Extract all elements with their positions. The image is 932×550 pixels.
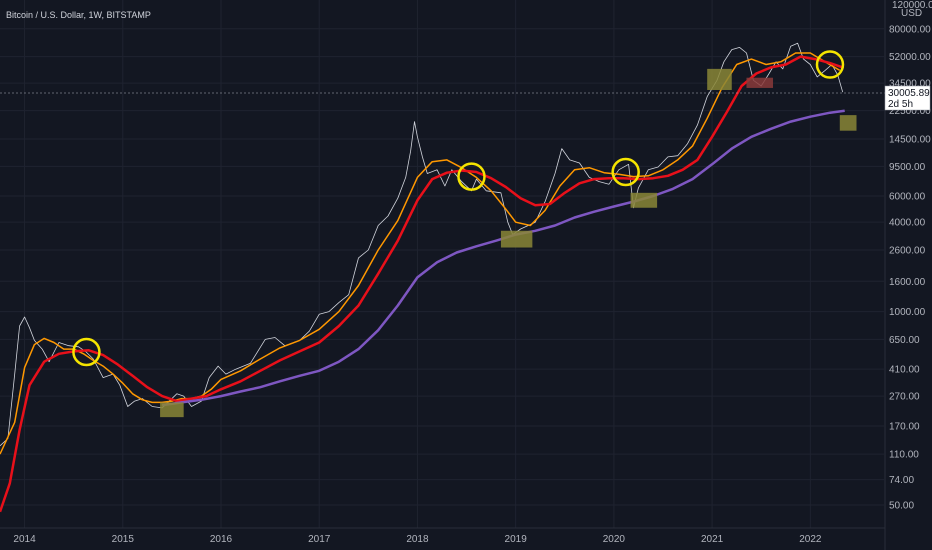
y-tick-label: 650.00 — [889, 335, 920, 346]
highlight-box — [746, 77, 774, 88]
y-tick-label: 1000.00 — [889, 307, 926, 318]
highlight-circle — [815, 50, 845, 79]
current-price-value: 30005.89 — [888, 88, 930, 99]
highlight-circle — [457, 162, 486, 191]
y-tick-label: 170.00 — [889, 421, 920, 432]
y-tick-label: 50.00 — [889, 500, 914, 511]
x-tick-label: 2014 — [13, 534, 36, 545]
y-tick-label: 4000.00 — [889, 218, 926, 229]
x-tick-label: 2021 — [701, 534, 724, 545]
x-tick-label: 2016 — [210, 534, 233, 545]
x-tick-label: 2019 — [505, 534, 528, 545]
bar-countdown: 2d 5h — [888, 99, 913, 110]
y-tick-label: 6000.00 — [889, 191, 926, 202]
x-tick-label: 2015 — [112, 534, 135, 545]
x-tick-label: 2017 — [308, 534, 331, 545]
highlight-box — [630, 192, 658, 208]
highlight-box — [160, 402, 184, 418]
y-tick-labels: 80000.00 52000.00 34500.00 22500.00 14500.00… — [889, 24, 931, 511]
highlight-box — [707, 68, 732, 90]
y-tick-label: 80000.00 — [889, 24, 931, 35]
series-line-3 — [161, 109, 845, 407]
y-tick-label: 9500.00 — [889, 162, 926, 173]
y-tick-label: 1600.00 — [889, 277, 926, 288]
y-tick-label: 270.00 — [889, 392, 920, 403]
y-tick-label: 410.00 — [889, 365, 920, 376]
series-line-0 — [0, 42, 844, 447]
y-tick-label: 110.00 — [889, 450, 919, 461]
current-price-tag: 30005.89 2d 5h — [884, 85, 931, 111]
highlight-boxes — [160, 68, 857, 418]
price-axis-currency: USD — [901, 8, 922, 19]
x-tick-labels: 2014 2015 2016 2017 2018 2019 2020 2021 2022 — [0, 527, 885, 545]
price-axis[interactable]: 120000.00 USD 80000.00 52000.00 34500.00 22… — [884, 0, 932, 550]
y-tick-label: 14500.00 — [889, 135, 931, 146]
x-tick-label: 2020 — [603, 534, 626, 545]
x-tick-label: 2022 — [799, 534, 822, 545]
y-tick-label: 34500.00 — [889, 79, 931, 90]
highlight-circle — [72, 337, 101, 367]
y-tick-label: 74.00 — [889, 475, 914, 486]
chart-grid — [0, 0, 884, 528]
price-axis-top-label: 120000.00 — [892, 0, 932, 11]
y-tick-label: 2600.00 — [889, 245, 926, 256]
y-tick-label: 52000.00 — [889, 52, 931, 63]
x-tick-label: 2018 — [406, 534, 429, 545]
chart-title: Bitcoin / U.S. Dollar, 1W, BITSTAMP — [6, 10, 151, 20]
y-tick-label: 22500.00 — [889, 106, 931, 117]
series-line-1 — [0, 52, 841, 455]
highlight-circles — [72, 50, 845, 367]
chart-series — [0, 42, 845, 513]
highlight-box — [839, 115, 857, 131]
series-line-2 — [0, 55, 844, 513]
highlight-circle — [611, 157, 640, 187]
highlight-box — [500, 230, 533, 248]
